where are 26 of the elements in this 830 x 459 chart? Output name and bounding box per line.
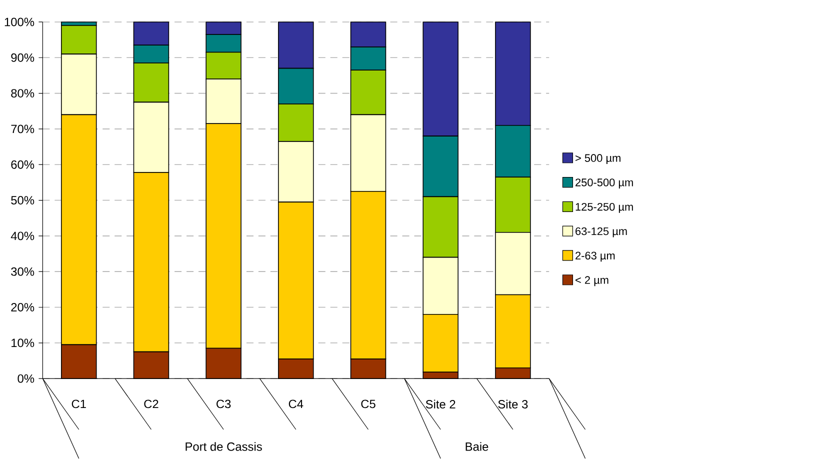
- y-tick-label: 30%: [11, 267, 34, 276]
- x-tick-label: C5: [361, 400, 376, 408]
- legend-label: 250-500 µm: [576, 178, 633, 189]
- y-tick-label: 20%: [11, 303, 34, 312]
- x-tick-label: C3: [216, 400, 231, 408]
- x-tick-label: Site 3: [498, 400, 528, 409]
- legend-label: > 500 µm: [576, 154, 620, 164]
- x-tick-label: C1: [72, 400, 86, 408]
- legend-label: 2-63 µm: [576, 252, 615, 262]
- y-tick-label: 50%: [11, 196, 34, 205]
- text: Port de Cassis: [186, 442, 262, 451]
- y-tick-label: 0%: [18, 374, 34, 383]
- y-tick-label: 100%: [4, 18, 34, 26]
- y-tick-label: 80%: [11, 89, 34, 98]
- y-tick-label: 10%: [12, 338, 34, 348]
- y-tick-label: 60%: [11, 160, 34, 169]
- y-tick-label: 70%: [11, 124, 34, 134]
- x-tick-label: Site 2: [426, 400, 456, 409]
- x-tick-label: C2: [144, 400, 158, 408]
- text: Baie: [466, 442, 488, 451]
- legend-label: 125-250 µm: [576, 203, 633, 213]
- y-tick-label: 40%: [10, 232, 34, 240]
- y-tick-label: 90%: [11, 54, 34, 62]
- x-tick-label: C4: [288, 400, 304, 408]
- legend-label: < 2 µm: [576, 276, 608, 286]
- legend-label: 63-125 µm: [576, 227, 627, 238]
